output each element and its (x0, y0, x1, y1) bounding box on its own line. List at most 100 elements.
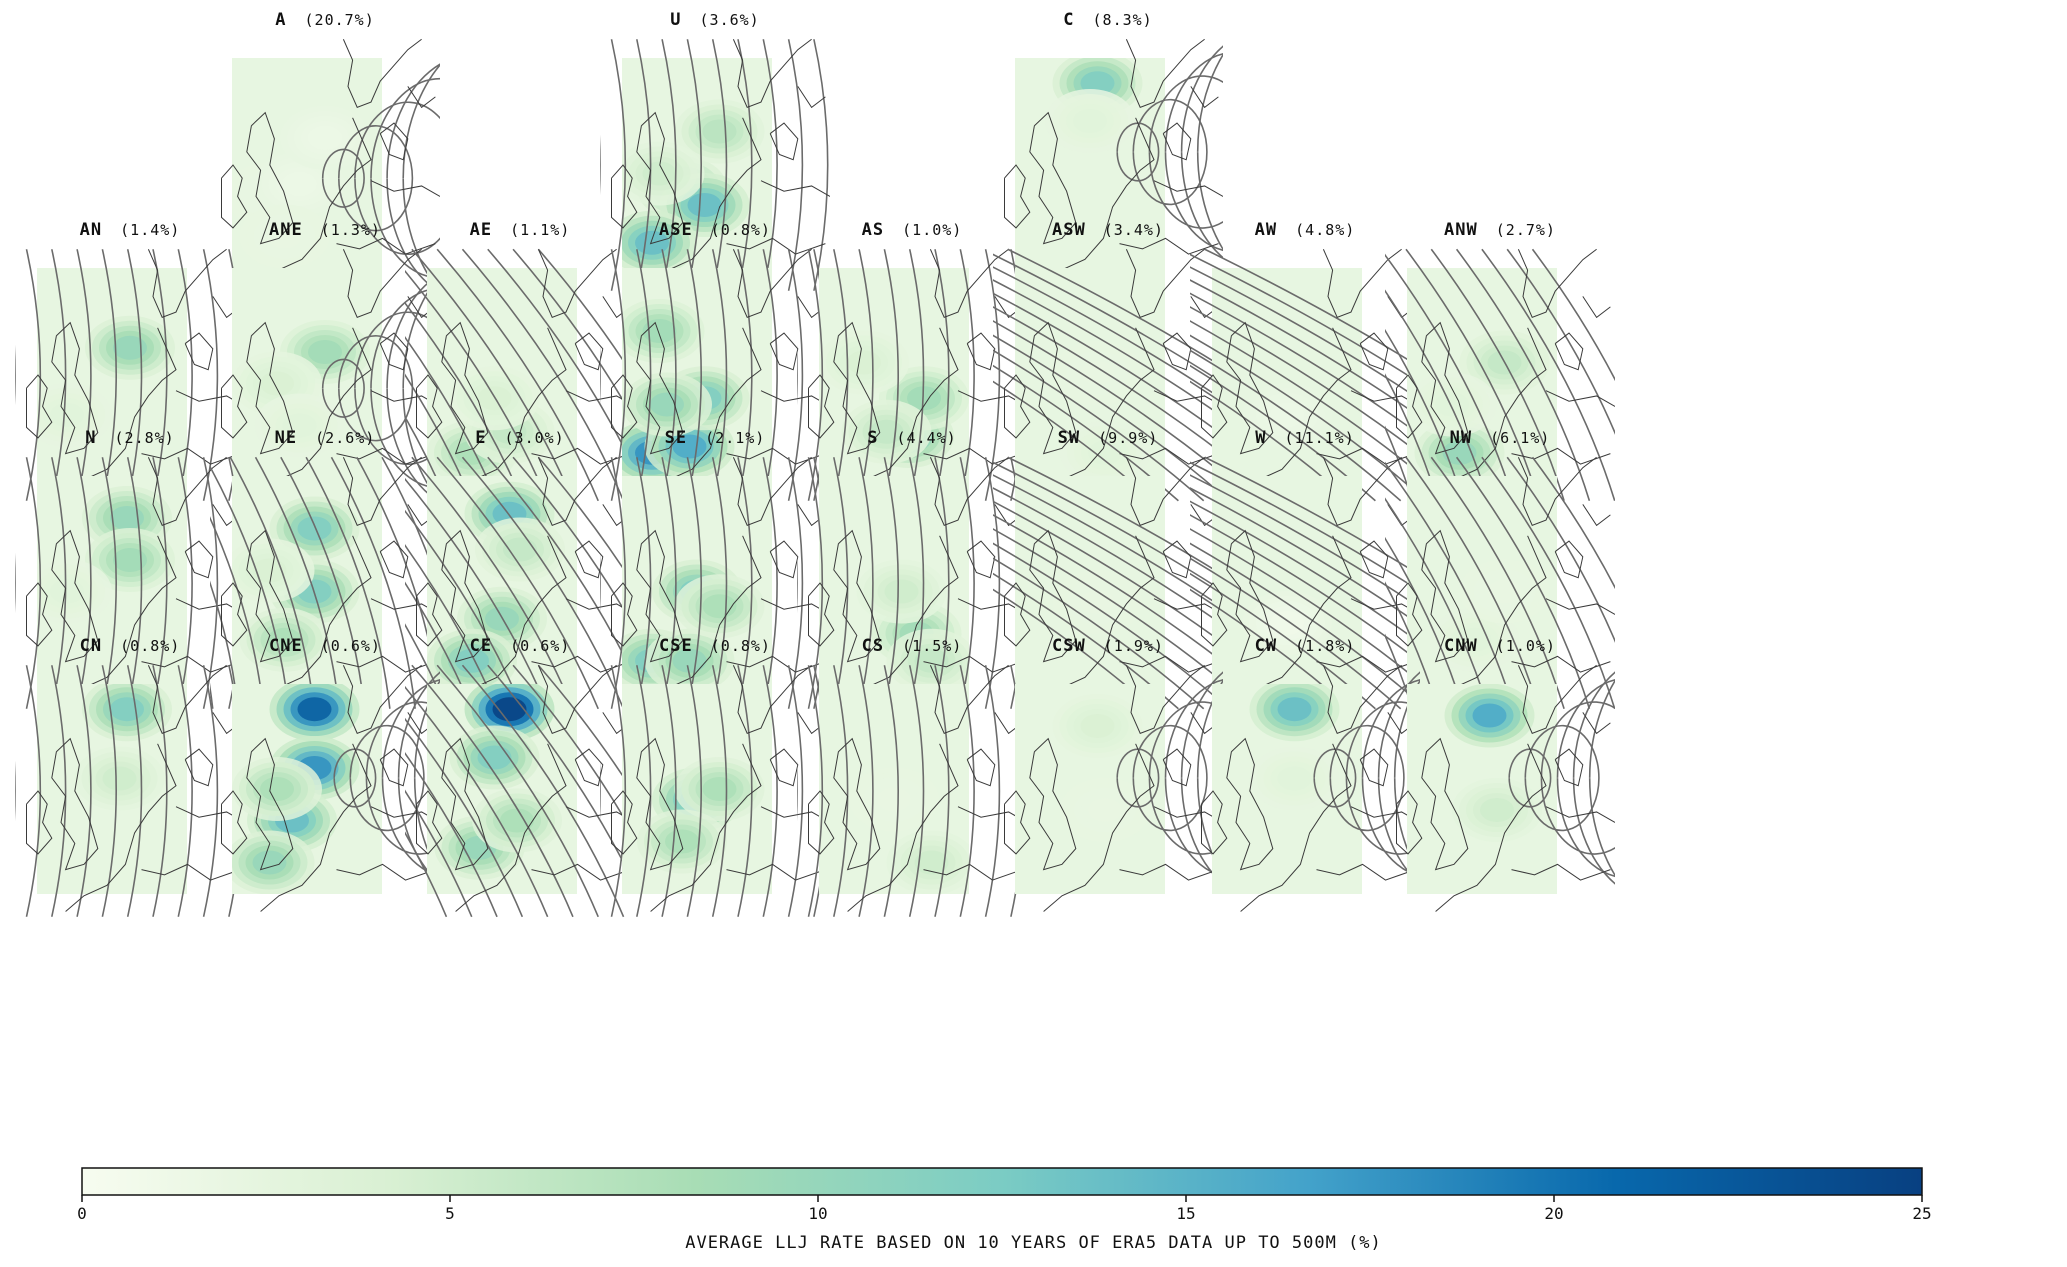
coastline (1359, 748, 1389, 787)
regime-code: CN (79, 636, 103, 656)
regime-frequency: (3.0%) (504, 429, 565, 447)
coastline (221, 790, 248, 855)
coastline (221, 164, 248, 229)
coastline (1545, 806, 1615, 823)
llj-hotspot (702, 777, 737, 801)
coastline (342, 664, 422, 734)
coastline (1359, 540, 1389, 579)
regime-frequency: (1.0%) (902, 221, 963, 239)
coastline (184, 332, 214, 371)
coastline (1119, 863, 1219, 881)
coastline (1421, 321, 1469, 455)
coastline (1162, 332, 1192, 371)
coastline (221, 582, 248, 647)
coastline (1043, 117, 1155, 286)
coastline (416, 790, 443, 855)
regime-panel-ase: ASE (0.8%) (600, 220, 830, 510)
llj-rate-map (405, 456, 635, 710)
llj-field (427, 268, 577, 478)
coastline (574, 540, 604, 579)
regime-code: ASW (1052, 220, 1086, 240)
regime-panel-an: AN (1.4%) (15, 220, 245, 510)
coastline (379, 122, 409, 161)
coastline (246, 111, 294, 245)
llj-hotspot (113, 548, 147, 572)
coastline (1316, 447, 1416, 465)
llj-hotspot (1277, 697, 1312, 722)
llj-hotspot (642, 319, 677, 343)
llj-hotspot (308, 340, 342, 364)
panel-title: AE (1.1%) (405, 220, 635, 244)
coastline (260, 743, 372, 912)
regime-code: ASE (659, 220, 693, 240)
coastline (1582, 712, 1611, 735)
coastline (769, 122, 799, 161)
coastline (797, 86, 826, 109)
streamlines (600, 39, 829, 291)
llj-field (232, 268, 382, 478)
regime-frequency: (3.4%) (1103, 221, 1164, 239)
coastline (1162, 748, 1192, 787)
coastline (1322, 456, 1402, 526)
coastline (1511, 655, 1611, 673)
llj-rate-map (1396, 664, 1615, 912)
llj-rate-map (1004, 38, 1223, 286)
llj-rate-map (221, 38, 440, 294)
llj-field (1407, 684, 1557, 894)
coastline (342, 248, 422, 318)
coastline (611, 164, 638, 229)
coastline (441, 737, 489, 871)
coastline (808, 582, 835, 647)
regime-code: CS (861, 636, 885, 656)
regime-code: C (1063, 10, 1075, 30)
regime-frequency: (8.3%) (1092, 11, 1153, 29)
coastline (147, 456, 227, 526)
panel-title: CSW (1.9%) (993, 636, 1223, 660)
llj-field (1212, 684, 1362, 894)
llj-rate-map (797, 664, 1027, 917)
llj-rate-map (1004, 664, 1223, 912)
coastline (833, 529, 881, 663)
panel-title: A (20.7%) (210, 10, 440, 34)
coastline (141, 863, 241, 881)
coastline (26, 374, 53, 439)
panel-title: C (8.3%) (993, 10, 1223, 34)
panel-title: NW (6.1%) (1385, 428, 1615, 452)
llj-rate-map (221, 664, 440, 912)
coastline (1119, 655, 1219, 673)
coastline (1029, 321, 1077, 455)
panel-title: CW (1.8%) (1190, 636, 1420, 660)
coastline (370, 180, 440, 197)
llj-rate-map (600, 664, 830, 917)
coastline (732, 456, 812, 526)
coastlines (1396, 248, 1615, 496)
coastline (833, 321, 881, 455)
panel-title: E (3.0%) (405, 428, 635, 452)
llj-rate-map (1385, 456, 1615, 709)
coastline (833, 737, 881, 871)
llj-hotspot (282, 413, 317, 438)
coastline (1125, 456, 1205, 526)
coastline (1029, 111, 1077, 245)
coastline (1322, 248, 1402, 318)
regime-code: W (1255, 428, 1267, 448)
llj-rate-map (600, 248, 830, 501)
regime-frequency: (1.3%) (320, 221, 381, 239)
llj-hotspot (503, 537, 537, 562)
regime-panel-cs: CS (1.5%) (797, 636, 1027, 926)
regime-panel-ne: NE (2.6%) (210, 428, 440, 718)
llj-hotspot (1472, 703, 1507, 728)
coastline (1043, 327, 1155, 496)
coastlines (416, 664, 635, 912)
llj-hotspot (672, 648, 707, 673)
coastlines (221, 456, 440, 704)
coastline (336, 863, 436, 881)
coastline (808, 374, 835, 439)
coastline (1162, 122, 1192, 161)
coastline (636, 529, 684, 663)
coastline (441, 321, 489, 455)
llj-hotspot (308, 125, 342, 150)
coastline (1511, 863, 1611, 881)
regime-panel-aw: AW (4.8%) (1190, 220, 1420, 510)
coastline (1240, 535, 1352, 704)
